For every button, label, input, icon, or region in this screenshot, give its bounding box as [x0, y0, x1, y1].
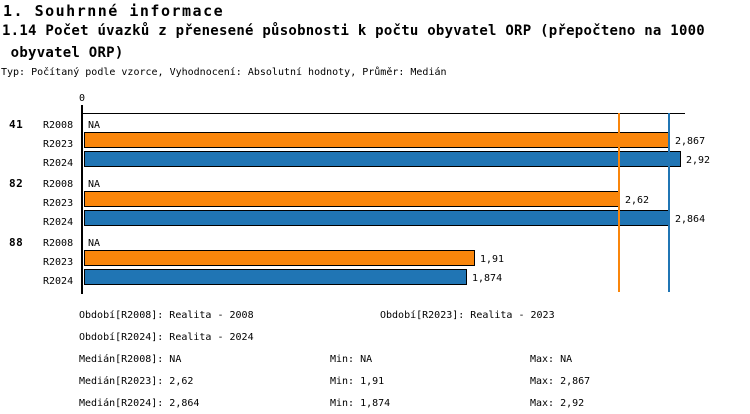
bar-R2023 — [84, 132, 670, 148]
row-label-R2024: R2024 — [43, 276, 74, 287]
stat-min-r2023: Min: 1,91 — [330, 376, 385, 387]
legend-item-r2008: Období[R2008]: Realita - 2008 — [79, 310, 254, 321]
row-label-R2023: R2023 — [43, 139, 74, 150]
indicator-title-line1: 1.14 Počet úvazků z přenesené působnosti… — [2, 23, 705, 39]
x-axis-top-line — [81, 113, 685, 114]
indicator-title-line2: obyvatel ORP) — [2, 45, 124, 61]
stat-max-r2024: Max: 2,92 — [530, 398, 585, 409]
row-label-R2008: R2008 — [43, 179, 74, 190]
legend-item-r2024: Období[R2024]: Realita - 2024 — [79, 332, 254, 343]
bar-value-label: 2,867 — [675, 136, 706, 147]
bar-R2024 — [84, 269, 467, 285]
indicator-meta: Typ: Počítaný podle vzorce, Vyhodnocení:… — [1, 67, 447, 78]
row-label-R2023: R2023 — [43, 257, 74, 268]
row-label-R2024: R2024 — [43, 158, 74, 169]
group-label-41: 41 — [9, 118, 24, 131]
median-R2023-line — [618, 113, 620, 292]
section-title: 1. Souhrnné informace — [3, 2, 225, 20]
bar-value-label: 1,91 — [480, 254, 505, 265]
bar-value-label: 2,92 — [686, 155, 711, 166]
stat-median-r2008: Medián[R2008]: NA — [79, 354, 182, 365]
bar-R2024 — [84, 151, 681, 167]
stat-median-r2023: Medián[R2023]: 2,62 — [79, 376, 194, 387]
bar-R2024 — [84, 210, 670, 226]
row-label-R2023: R2023 — [43, 198, 74, 209]
bar-value-label: 1,874 — [472, 273, 503, 284]
x-axis-zero-label: 0 — [78, 93, 86, 104]
stat-min-r2024: Min: 1,874 — [330, 398, 391, 409]
median-R2024-line — [668, 113, 670, 292]
bar-value-label: 2,62 — [625, 195, 650, 206]
na-value-label: NA — [88, 179, 101, 190]
stat-min-r2008: Min: NA — [330, 354, 373, 365]
row-label-R2008: R2008 — [43, 238, 74, 249]
group-label-88: 88 — [9, 236, 24, 249]
bar-R2023 — [84, 250, 475, 266]
bar-R2023 — [84, 191, 620, 207]
stat-median-r2024: Medián[R2024]: 2,864 — [79, 398, 200, 409]
na-value-label: NA — [88, 238, 101, 249]
bar-value-label: 2,864 — [675, 214, 706, 225]
na-value-label: NA — [88, 120, 101, 131]
stat-max-r2023: Max: 2,867 — [530, 376, 591, 387]
row-label-R2024: R2024 — [43, 217, 74, 228]
legend-item-r2023: Období[R2023]: Realita - 2023 — [380, 310, 555, 321]
y-axis-line — [81, 105, 83, 294]
group-label-82: 82 — [9, 177, 24, 190]
row-label-R2008: R2008 — [43, 120, 74, 131]
stat-max-r2008: Max: NA — [530, 354, 573, 365]
